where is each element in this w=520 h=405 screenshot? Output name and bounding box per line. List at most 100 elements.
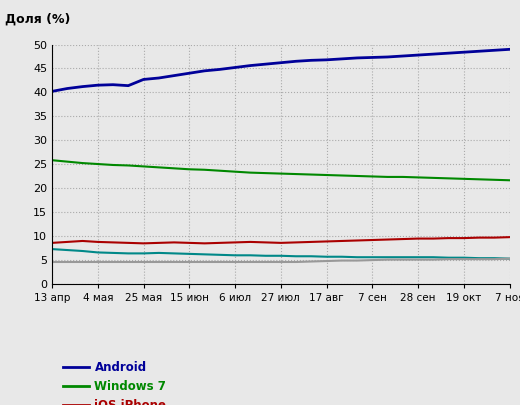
iOS iPhone [155,241,162,245]
Windows 8 [217,260,223,264]
Windows XP [201,252,207,257]
Windows 8 [278,260,284,264]
Windows 7 [384,175,391,179]
iOS iPhone [80,239,86,243]
Windows XP [232,253,238,258]
Android [140,77,147,82]
Windows 8 [49,260,55,264]
Windows 7 [95,162,101,166]
Android [125,83,132,88]
Windows 7 [446,176,452,181]
Windows XP [95,250,101,255]
Windows 7 [125,163,132,168]
iOS iPhone [339,239,345,243]
iOS iPhone [430,236,436,241]
Android [415,53,421,58]
iOS iPhone [171,240,177,245]
iOS iPhone [95,239,101,244]
Windows 8 [247,260,253,264]
Line: Android: Android [52,49,510,92]
Windows 7 [49,158,55,163]
iOS iPhone [247,239,253,244]
Windows 7 [491,177,498,182]
Android [80,84,86,89]
Windows 7 [354,174,360,179]
Windows 7 [171,166,177,171]
Windows XP [476,256,482,260]
Windows XP [384,255,391,260]
Windows 8 [308,259,315,264]
iOS iPhone [323,239,330,244]
Windows 7 [461,177,467,181]
Windows XP [263,254,269,258]
Windows 7 [232,169,238,174]
Windows 7 [110,162,116,167]
Windows 7 [400,175,406,179]
iOS iPhone [217,241,223,245]
Windows XP [293,254,299,259]
Windows 8 [110,260,116,264]
Windows XP [323,254,330,259]
iOS iPhone [446,236,452,241]
iOS iPhone [186,241,192,245]
Android [278,60,284,65]
Windows 7 [263,171,269,175]
Windows 8 [293,260,299,264]
Android [293,59,299,64]
iOS iPhone [400,237,406,241]
Windows XP [354,255,360,260]
Windows 8 [155,260,162,264]
iOS iPhone [415,236,421,241]
Android [339,56,345,61]
Android [491,48,498,53]
Android [186,71,192,76]
Windows 7 [415,175,421,180]
Windows 8 [232,260,238,264]
Android [430,52,436,57]
Android [201,68,207,73]
Windows 7 [506,178,513,183]
Line: Windows 7: Windows 7 [52,160,510,180]
Windows XP [140,251,147,256]
Legend: Android, Windows 7, iOS iPhone, Windows XP, Windows 8: Android, Windows 7, iOS iPhone, Windows … [58,356,180,405]
iOS iPhone [476,235,482,240]
iOS iPhone [110,240,116,245]
iOS iPhone [506,235,513,240]
Windows XP [217,252,223,257]
Windows 8 [125,260,132,264]
iOS iPhone [491,235,498,240]
Windows XP [186,252,192,256]
Windows 8 [201,260,207,264]
Line: Windows 8: Windows 8 [52,259,510,262]
iOS iPhone [369,238,375,243]
Windows XP [49,247,55,252]
Windows 8 [64,260,70,264]
iOS iPhone [461,236,467,241]
Windows 7 [64,159,70,164]
Android [64,86,70,91]
Windows 7 [369,174,375,179]
Windows 8 [369,258,375,262]
Windows 8 [400,257,406,262]
iOS iPhone [293,240,299,245]
iOS iPhone [308,239,315,244]
Windows XP [430,255,436,260]
Android [506,47,513,52]
Windows 7 [217,168,223,173]
Windows 8 [95,260,101,264]
Windows 8 [446,257,452,262]
Windows 7 [140,164,147,169]
Windows XP [415,255,421,260]
Android [354,55,360,60]
Android [476,49,482,54]
Windows 8 [140,260,147,264]
iOS iPhone [125,241,132,245]
Android [110,82,116,87]
Android [400,53,406,58]
iOS iPhone [64,239,70,244]
Windows XP [125,251,132,256]
Windows 8 [415,257,421,262]
Android [217,67,223,72]
Android [384,55,391,60]
Android [369,55,375,60]
